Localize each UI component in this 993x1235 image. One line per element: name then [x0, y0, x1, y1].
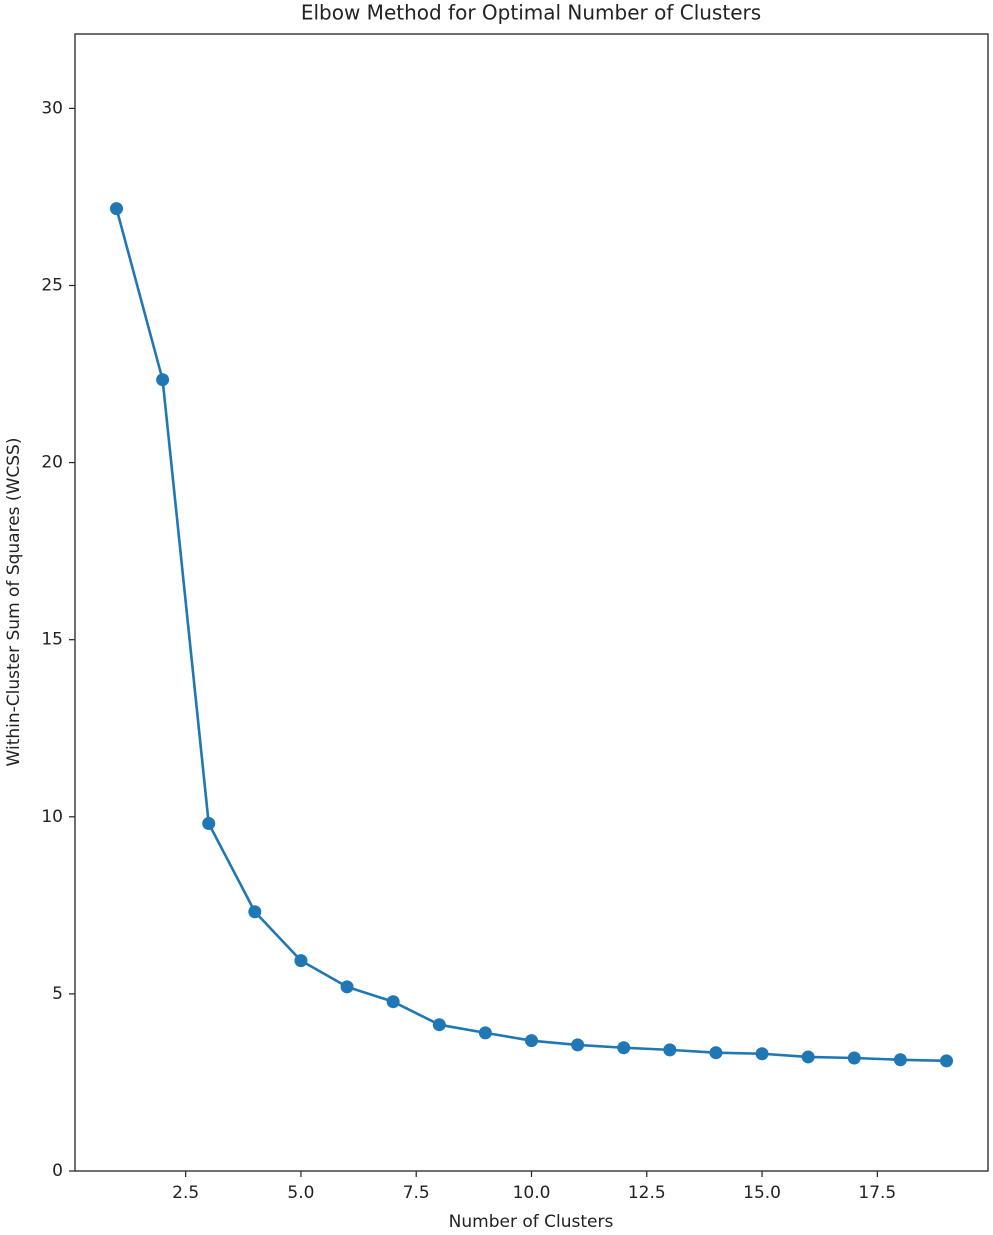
x-axis-label: Number of Clusters	[449, 1212, 614, 1232]
data-point	[525, 1034, 538, 1048]
data-point	[617, 1041, 631, 1055]
data-point	[940, 1054, 953, 1068]
data-point	[340, 980, 354, 994]
y-tick-label: 30	[41, 98, 63, 118]
data-point	[110, 202, 123, 216]
data-point	[801, 1050, 815, 1064]
y-tick-label: 5	[52, 984, 63, 1004]
y-axis-label: Within-Cluster Sum of Squares (WCSS)	[4, 438, 24, 767]
x-tick-label: 7.5	[403, 1183, 430, 1203]
x-tick-label: 5.0	[287, 1183, 314, 1203]
data-point	[294, 954, 308, 968]
x-tick-label: 15.0	[743, 1183, 781, 1203]
x-tick-label: 10.0	[513, 1183, 551, 1203]
data-point	[663, 1043, 677, 1057]
plot-frame	[74, 33, 989, 1172]
data-point	[478, 1026, 492, 1040]
x-tick-label: 17.5	[858, 1183, 896, 1203]
data-point	[386, 995, 400, 1009]
y-tick-label: 0	[52, 1161, 63, 1181]
data-point	[847, 1051, 861, 1065]
data-point	[893, 1053, 907, 1067]
x-tick-label: 12.5	[628, 1183, 666, 1203]
y-tick-label: 20	[41, 453, 63, 473]
data-point	[248, 905, 262, 919]
data-point	[432, 1018, 446, 1032]
data-point	[755, 1047, 769, 1061]
y-tick-label: 15	[41, 630, 63, 650]
data-point	[156, 373, 170, 387]
data-point	[571, 1038, 585, 1052]
data-point	[709, 1046, 723, 1060]
y-tick-label: 25	[41, 275, 63, 295]
y-tick-label: 10	[41, 807, 63, 827]
chart-title: Elbow Method for Optimal Number of Clust…	[301, 1, 761, 25]
x-tick-label: 2.5	[172, 1183, 199, 1203]
data-point	[202, 817, 216, 831]
